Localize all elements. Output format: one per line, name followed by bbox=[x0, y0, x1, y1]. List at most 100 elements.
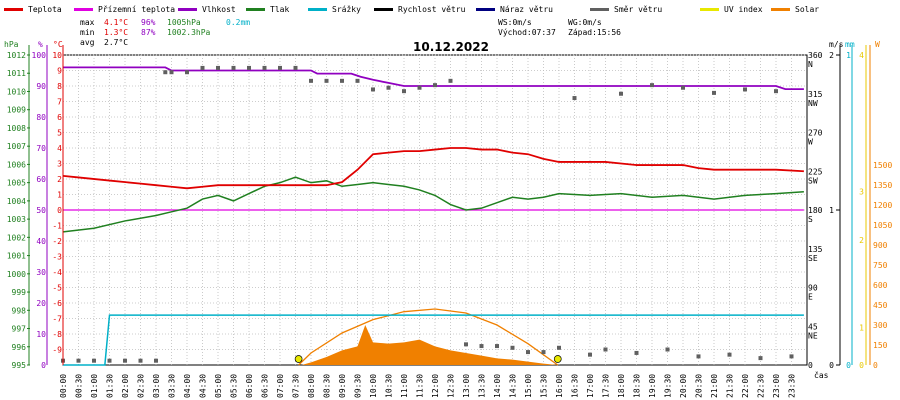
x-tick-label: 21:00 bbox=[710, 374, 719, 398]
legend-swatch bbox=[308, 8, 327, 11]
stats-block: max 4.1°C 96% 1005hPa 0.2mm min 1.3°C 87% 1002.3… bbox=[80, 18, 621, 47]
axis-title-ms: m/s bbox=[829, 40, 844, 49]
x-tick-label: 08:30 bbox=[323, 374, 332, 398]
x-tick-label: 13:00 bbox=[462, 374, 471, 398]
wind-dir-marker bbox=[541, 350, 546, 355]
x-tick-label: 04:30 bbox=[199, 374, 208, 398]
tick-label-pct: 50 bbox=[36, 206, 46, 215]
x-tick-label: 11:00 bbox=[400, 374, 409, 398]
x-tick-label: 05:30 bbox=[230, 374, 239, 398]
wind-dir-marker bbox=[138, 358, 143, 363]
wind-dir-marker bbox=[340, 78, 344, 83]
x-tick-label: 21:30 bbox=[726, 374, 735, 398]
tick-label-dir: 225 bbox=[808, 167, 823, 176]
tick-label-temp: 2 bbox=[57, 175, 62, 184]
legend-label: Přízemní teplota bbox=[98, 5, 175, 14]
x-tick-label: 13:30 bbox=[478, 374, 487, 398]
x-tick-label: 19:00 bbox=[648, 374, 657, 398]
x-tick-label: 01:30 bbox=[106, 374, 115, 398]
tick-label-hpa: 1009 bbox=[7, 106, 26, 115]
legend-label: Rychlost větru bbox=[398, 5, 466, 14]
tick-label-hpa: 1000 bbox=[7, 270, 26, 279]
x-tick-label: 17:30 bbox=[602, 374, 611, 398]
temperature-line bbox=[62, 147, 804, 190]
stat-value: 4.1°C bbox=[104, 18, 128, 27]
wind-dir-marker bbox=[154, 358, 158, 363]
x-tick-label: 16:00 bbox=[555, 374, 564, 398]
stat-value: 1005hPa bbox=[167, 18, 201, 27]
tick-label-temp: -5 bbox=[52, 284, 62, 293]
stat-value: min bbox=[80, 28, 95, 37]
x-tick-label: 06:00 bbox=[245, 374, 254, 398]
x-tick-label: 14:00 bbox=[493, 374, 502, 398]
tick-label-w: 300 bbox=[873, 321, 888, 330]
wind-dir-marker bbox=[572, 96, 577, 101]
wind-dir-marker bbox=[758, 356, 763, 361]
tick-label-uv: 2 bbox=[859, 236, 864, 245]
tick-label-hpa: 1010 bbox=[7, 87, 26, 96]
x-tick-label: 00:00 bbox=[59, 374, 68, 398]
wind-dir-marker bbox=[355, 78, 360, 83]
tick-label-dir-compass: SE bbox=[808, 254, 818, 263]
x-tick-label: 12:30 bbox=[447, 374, 456, 398]
humidity-line bbox=[63, 66, 804, 90]
tick-label-dir: 360 bbox=[808, 51, 823, 60]
tick-label-w: 900 bbox=[873, 241, 888, 250]
axis-title-hpa: hPa bbox=[4, 40, 19, 49]
tick-label-temp: 3 bbox=[57, 160, 62, 169]
wind-dir-marker bbox=[169, 70, 174, 75]
tick-label-mm: 0 bbox=[846, 361, 851, 370]
legend-swatch bbox=[4, 8, 23, 11]
x-tick-label: 22:00 bbox=[741, 374, 750, 398]
x-tick-label: 04:00 bbox=[183, 374, 192, 398]
wind-dir-marker bbox=[386, 85, 391, 90]
x-tick-label: 01:00 bbox=[90, 374, 99, 398]
x-tick-label: 10:30 bbox=[385, 374, 394, 398]
tick-label-dir: 90 bbox=[808, 284, 818, 293]
sun-marker bbox=[294, 355, 303, 363]
stat-ws: WS:0m/s bbox=[498, 18, 532, 27]
tick-label-dir-compass: N bbox=[808, 60, 813, 69]
x-tick-label: 05:00 bbox=[214, 374, 223, 398]
rain-line bbox=[63, 314, 804, 366]
wind-dir-marker bbox=[371, 87, 375, 92]
legend-label: Vlhkost bbox=[202, 5, 236, 14]
legend-label: Směr větru bbox=[614, 5, 662, 14]
stat-value: 2.7°C bbox=[104, 38, 128, 47]
tick-label-temp: 5 bbox=[57, 129, 62, 138]
tick-label-temp: 7 bbox=[57, 98, 62, 107]
tick-label-temp: 4 bbox=[57, 144, 62, 153]
x-tick-label: 23:00 bbox=[772, 374, 781, 398]
plot-area bbox=[61, 65, 804, 366]
legend-swatch bbox=[74, 8, 93, 11]
wind-dir-marker bbox=[665, 347, 670, 352]
x-tick-label: 03:00 bbox=[152, 374, 161, 398]
wind-dir-marker bbox=[185, 70, 189, 75]
chart-legend: Teplota Přízemní teplota Vlhkost Tlak Srážky… bbox=[4, 5, 819, 14]
wind-dir-marker bbox=[107, 358, 112, 363]
tick-label-temp: 6 bbox=[57, 113, 62, 122]
tick-label-hpa: 999 bbox=[12, 288, 27, 297]
wind-dir-marker bbox=[163, 70, 168, 75]
tick-label-w: 1350 bbox=[873, 181, 892, 190]
tick-label-dir: 315 bbox=[808, 90, 823, 99]
legend-label: Náraz větru bbox=[500, 5, 553, 14]
x-tick-label: 20:30 bbox=[695, 374, 704, 398]
axis-title-w: W bbox=[875, 40, 880, 49]
wind-dir-marker bbox=[479, 344, 484, 349]
wind-dir-marker bbox=[588, 352, 592, 357]
tick-label-hpa: 1001 bbox=[7, 252, 26, 261]
wind-dir-marker bbox=[293, 65, 298, 70]
tick-label-hpa: 1012 bbox=[7, 51, 26, 60]
tick-label-dir: 135 bbox=[808, 245, 823, 254]
tick-label-temp: 1 bbox=[57, 191, 62, 200]
tick-label-hpa: 997 bbox=[12, 325, 27, 334]
tick-label-ms: 0 bbox=[829, 361, 834, 370]
tick-label-hpa: 1002 bbox=[7, 233, 26, 242]
stat-value: 0.2mm bbox=[226, 18, 250, 27]
legend-swatch bbox=[476, 8, 495, 11]
wind-dir-marker bbox=[247, 65, 251, 70]
x-tick-label: 08:00 bbox=[307, 374, 316, 398]
tick-label-dir: 45 bbox=[808, 322, 818, 331]
